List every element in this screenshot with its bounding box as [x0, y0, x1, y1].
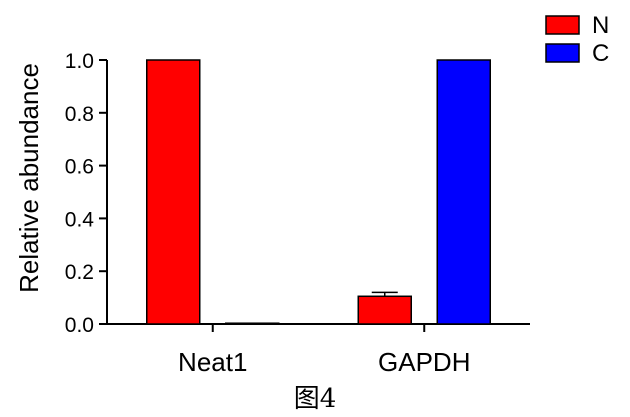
- x-axis: Neat1 GAPDH: [107, 323, 530, 377]
- legend-label-N: N: [592, 12, 609, 39]
- figure-caption: 图4: [293, 384, 337, 414]
- y-tick-label: 1.0: [65, 50, 94, 73]
- y-tick-label: 0.2: [65, 261, 94, 284]
- x-tick-label: Neat1: [178, 347, 247, 377]
- y-axis: 0.0 0.2 0.4 0.6 0.8 1.0: [65, 50, 108, 337]
- y-tick-label: 0.4: [65, 208, 95, 231]
- y-tick-label: 0.6: [65, 156, 94, 179]
- bar-C-Neat1: [225, 322, 280, 325]
- legend-swatch-N: [545, 15, 580, 35]
- bar-N-GAPDH: [357, 295, 412, 325]
- y-tick-label: 0.8: [65, 103, 94, 126]
- x-tick-label: GAPDH: [378, 347, 470, 377]
- legend: NC: [545, 12, 609, 67]
- bar-N-Neat1: [146, 59, 201, 325]
- y-axis-label: Relative abundance: [14, 63, 44, 293]
- y-tick-label: 0.0: [65, 314, 94, 337]
- bars: [146, 59, 491, 325]
- bar-C-GAPDH: [436, 59, 491, 325]
- legend-swatch-C: [545, 43, 580, 63]
- legend-label-C: C: [592, 40, 609, 67]
